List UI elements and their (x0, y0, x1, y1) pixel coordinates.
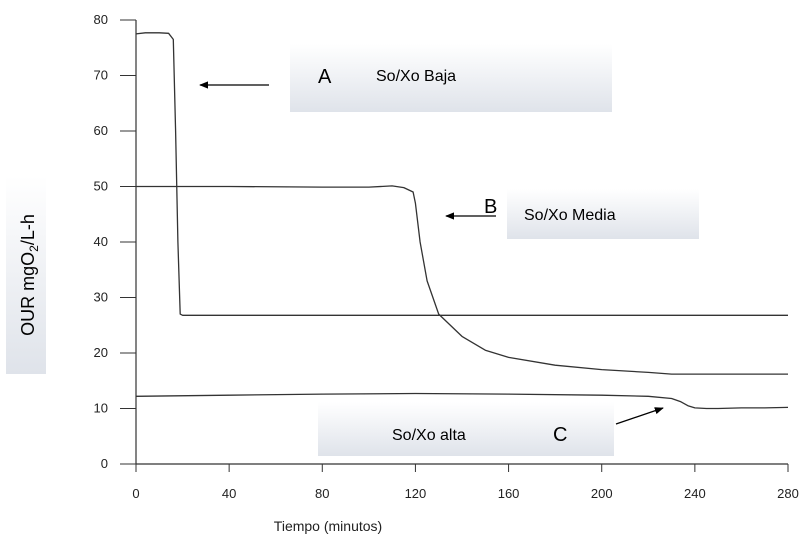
y-tick-label: 10 (94, 401, 108, 416)
y-tick-label: 80 (94, 12, 108, 27)
annotation-box-a (290, 44, 612, 112)
x-tick-label: 120 (405, 486, 427, 501)
annotation-a-letter: A (318, 66, 332, 88)
series-layer (135, 32, 789, 410)
x-tick-label: 0 (132, 486, 139, 501)
x-tick-label: 40 (222, 486, 236, 501)
y-tick-label: 40 (94, 234, 108, 249)
ylabel-box (6, 176, 46, 374)
x-axis-label: Tiempo (minutos) (274, 518, 382, 534)
y-tick-label: 30 (94, 290, 108, 305)
x-tick-label: 280 (777, 486, 799, 501)
y-tick-label: 60 (94, 123, 108, 138)
y-axis-label-subscript: 2 (27, 245, 41, 252)
annotation-box-c (318, 402, 614, 456)
annotation-c-text: So/Xo alta (392, 427, 466, 444)
x-tick-label: 200 (591, 486, 613, 501)
y-ticks: 0 10 20 30 40 50 60 70 80 (94, 12, 136, 471)
annotation-a-text: So/Xo Baja (376, 68, 456, 85)
y-tick-label: 50 (94, 179, 108, 194)
y-axis-label-suffix: /L-h (18, 214, 38, 245)
x-tick-label: 160 (498, 486, 520, 501)
y-tick-label: 20 (94, 345, 108, 360)
series-line-a (135, 32, 788, 316)
annotation-box-b (507, 189, 699, 239)
series-line-b (136, 185, 788, 375)
annotation-b-text: So/Xo Media (524, 207, 616, 224)
y-tick-label: 0 (101, 456, 108, 471)
y-tick-label: 70 (94, 68, 108, 83)
blank-box (656, 44, 728, 88)
y-axis-label: OUR mgO2/L-h (18, 214, 41, 336)
x-tick-label: 240 (684, 486, 706, 501)
arrow-c (615, 407, 664, 425)
x-tick-label: 80 (315, 486, 329, 501)
x-ticks: 0 40 80 120 160 200 240 280 (132, 464, 799, 501)
annotation-b-letter: B (484, 196, 497, 218)
y-axis-label-main: OUR mgO (18, 252, 38, 336)
annotation-c-letter: C (553, 424, 567, 446)
series-line-c (135, 392, 789, 410)
